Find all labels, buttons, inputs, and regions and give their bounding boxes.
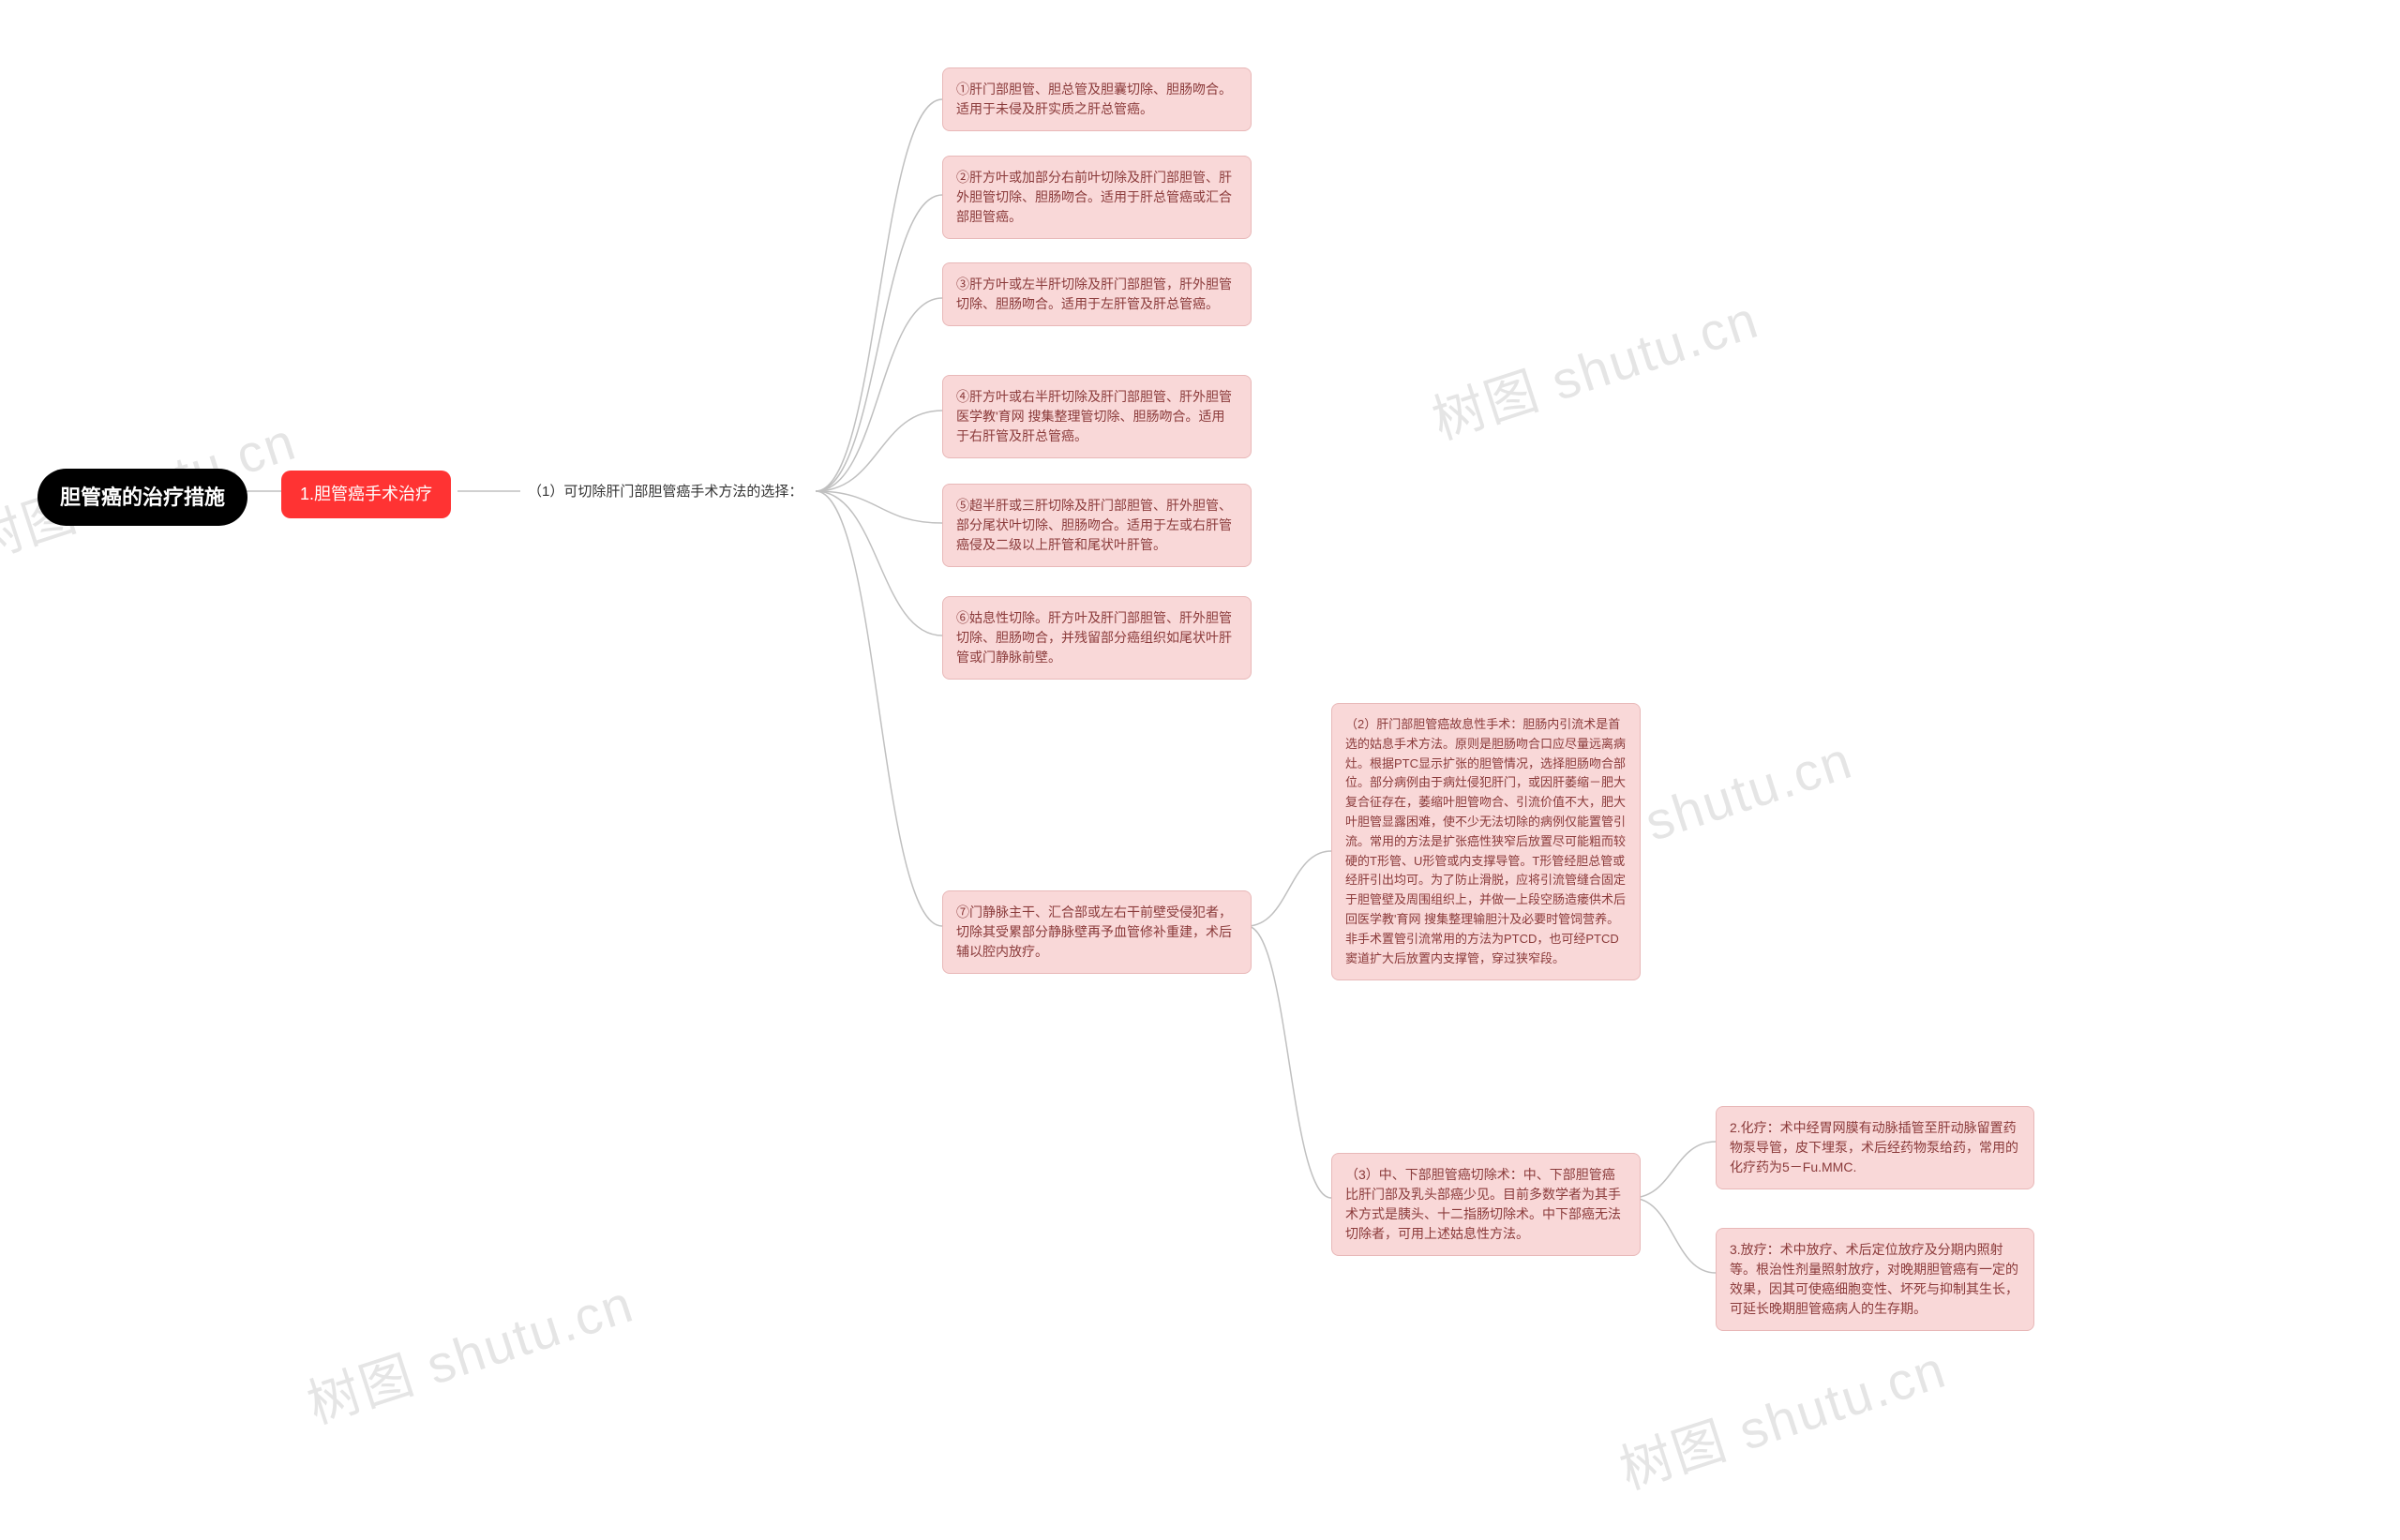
method-node-4[interactable]: ④肝方叶或右半肝切除及肝门部胆管、肝外胆管医学教'育网 搜集整理管切除、胆肠吻合…: [942, 375, 1252, 458]
connector-line: [1247, 851, 1331, 926]
method-node-5[interactable]: ⑤超半肝或三肝切除及肝门部胆管、肝外胆管、部分尾状叶切除、胆肠吻合。适用于左或右…: [942, 484, 1252, 567]
sub3-mid-lower-resection[interactable]: （3）中、下部胆管癌切除术：中、下部胆管癌比肝门部及乳头部癌少见。目前多数学者为…: [1331, 1153, 1641, 1256]
sub2-palliative-surgery[interactable]: （2）肝门部胆管癌故息性手术：胆肠内引流术是首选的姑息手术方法。原则是胆肠吻合口…: [1331, 703, 1641, 980]
mindmap-canvas: 树图 shutu.cn树图 shutu.cn树图 shutu.cn树图 shut…: [0, 0, 2400, 1540]
method-node-1[interactable]: ①肝门部胆管、胆总管及胆囊切除、胆肠吻合。适用于未侵及肝实质之肝总管癌。: [942, 67, 1252, 131]
connector-line: [1631, 1198, 1716, 1273]
watermark-text: 树图 shutu.cn: [296, 1262, 642, 1439]
method-node-3[interactable]: ③肝方叶或左半肝切除及肝门部胆管，肝外胆管切除、胆肠吻合。适用于左肝管及肝总管癌…: [942, 262, 1252, 326]
method-node-6[interactable]: ⑥姑息性切除。肝方叶及肝门部胆管、肝外胆管切除、胆肠吻合，并残留部分癌组织如尾状…: [942, 596, 1252, 680]
connector-line: [816, 195, 942, 491]
watermark-text: 树图 shutu.cn: [1609, 1327, 1955, 1504]
method-node-7[interactable]: ⑦门静脉主干、汇合部或左右干前壁受侵犯者，切除其受累部分静脉壁再予血管修补重建，…: [942, 890, 1252, 974]
connector-line: [816, 99, 942, 491]
method-node-2[interactable]: ②肝方叶或加部分右前叶切除及肝门部胆管、肝外胆管切除、胆肠吻合。适用于肝总管癌或…: [942, 156, 1252, 239]
level2-label-surgical-methods[interactable]: （1）可切除肝门部胆管癌手术方法的选择：: [520, 478, 820, 507]
connector-line: [816, 491, 942, 523]
watermark-text: 树图 shutu.cn: [1421, 277, 1767, 455]
level1-node-surgery[interactable]: 1.胆管癌手术治疗: [281, 471, 451, 518]
connector-line: [816, 491, 942, 926]
leaf-radio[interactable]: 3.放疗：术中放疗、术后定位放疗及分期内照射等。根治性剂量照射放疗，对晚期胆管癌…: [1716, 1228, 2034, 1331]
connector-line: [816, 411, 942, 491]
connector-line: [816, 491, 942, 635]
connector-line: [1631, 1142, 1716, 1198]
leaf-chemo[interactable]: 2.化疗：术中经胃网膜有动脉插管至肝动脉留置药物泵导管，皮下埋泵，术后经药物泵给…: [1716, 1106, 2034, 1189]
connector-line: [816, 298, 942, 491]
root-node[interactable]: 胆管癌的治疗措施: [38, 469, 248, 526]
connector-line: [1247, 926, 1331, 1198]
